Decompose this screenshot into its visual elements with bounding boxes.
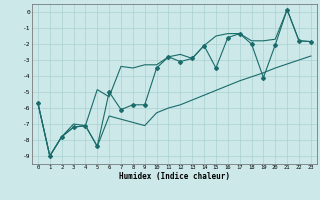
X-axis label: Humidex (Indice chaleur): Humidex (Indice chaleur) — [119, 172, 230, 181]
